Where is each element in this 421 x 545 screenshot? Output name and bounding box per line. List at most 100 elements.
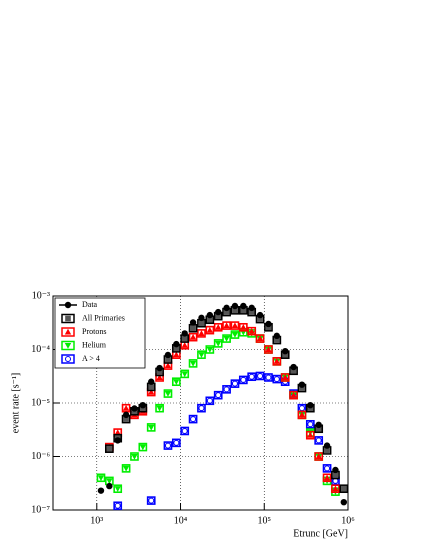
- error-box: [197, 329, 206, 338]
- error-box: [138, 442, 148, 452]
- marker: [215, 308, 222, 316]
- marker: [290, 363, 297, 371]
- marker: [181, 342, 188, 348]
- marker: [240, 376, 247, 383]
- y-tick-label: 10⁻⁶: [31, 451, 50, 462]
- marker: [315, 425, 322, 432]
- marker: [156, 405, 163, 412]
- x-tick-label: 10⁶: [341, 515, 355, 526]
- marker: [206, 311, 214, 319]
- error-box: [205, 345, 215, 354]
- marker: [106, 478, 113, 485]
- error-box: [339, 484, 349, 494]
- error-box: [163, 441, 173, 450]
- marker: [231, 380, 238, 387]
- marker: [164, 351, 172, 359]
- error-box: [280, 373, 290, 382]
- marker: [281, 374, 289, 381]
- error-box: [197, 350, 206, 359]
- error-box: [180, 369, 190, 379]
- error-box: [230, 379, 240, 388]
- error-box: [188, 414, 198, 424]
- marker: [190, 325, 196, 332]
- marker: [173, 351, 180, 358]
- marker: [164, 442, 171, 449]
- marker: [173, 439, 180, 446]
- error-box: [255, 334, 265, 343]
- error-box: [104, 444, 114, 453]
- marker: [181, 335, 188, 342]
- marker: [114, 429, 121, 436]
- marker: [215, 324, 222, 330]
- marker: [97, 475, 105, 481]
- marker: [307, 401, 314, 409]
- marker: [257, 316, 263, 322]
- marker: [315, 437, 322, 444]
- marker: [122, 411, 130, 419]
- marker: [273, 332, 281, 340]
- error-box: [238, 322, 248, 332]
- marker: [248, 309, 255, 315]
- error-box: [113, 484, 123, 494]
- marker: [198, 320, 205, 327]
- legend: Data All Primaries Protons Helium A > 4: [54, 297, 146, 369]
- error-box: [146, 496, 156, 505]
- marker: [156, 364, 163, 372]
- marker: [248, 327, 255, 334]
- marker: [148, 378, 155, 385]
- marker: [139, 401, 147, 409]
- marker: [156, 369, 163, 375]
- marker: [173, 379, 180, 385]
- error-box: [247, 372, 257, 382]
- legend-label: Helium: [82, 340, 107, 349]
- marker: [257, 372, 264, 379]
- marker: [332, 466, 339, 474]
- legend-marker: [65, 315, 71, 322]
- marker: [164, 362, 172, 369]
- marker: [97, 487, 105, 494]
- error-box: [314, 436, 324, 445]
- error-box: [146, 423, 156, 432]
- error-box: [289, 390, 298, 400]
- marker: [265, 320, 272, 328]
- marker: [273, 358, 281, 364]
- error-box: [171, 377, 181, 387]
- legend-marker: [64, 301, 72, 309]
- error-box: [197, 403, 206, 413]
- y-tick-label: 10⁻³: [32, 290, 50, 301]
- marker: [240, 324, 247, 330]
- marker: [332, 485, 339, 492]
- error-box: [222, 385, 231, 394]
- legend-label: A > 4: [82, 354, 100, 363]
- error-box: [264, 373, 273, 382]
- marker: [298, 381, 306, 388]
- marker: [290, 367, 297, 374]
- error-box: [155, 403, 164, 413]
- marker: [223, 322, 230, 329]
- marker: [181, 427, 188, 434]
- error-box: [205, 325, 215, 335]
- legend-box-symbol: [61, 313, 75, 324]
- y-axis-label: event rate [s⁻¹]: [10, 373, 21, 433]
- error-box: [272, 374, 282, 384]
- y-tick-label: 10⁻⁵: [31, 397, 50, 408]
- error-box: [331, 484, 340, 494]
- marker: [298, 405, 305, 412]
- marker: [131, 405, 138, 412]
- marker: [248, 304, 255, 312]
- error-box: [222, 334, 231, 343]
- x-tick-label: 10⁵: [258, 515, 272, 526]
- marker: [206, 397, 213, 404]
- error-box: [230, 330, 240, 339]
- error-box: [96, 473, 106, 483]
- x-tick-label: 10³: [90, 515, 103, 526]
- x-tick-label: 10⁴: [174, 515, 188, 526]
- marker: [223, 309, 230, 315]
- marker: [206, 346, 214, 353]
- marker: [273, 376, 280, 383]
- marker: [198, 330, 205, 336]
- legend-marker: [64, 328, 72, 335]
- error-box: [171, 438, 181, 448]
- legend-box-symbol: [61, 327, 75, 337]
